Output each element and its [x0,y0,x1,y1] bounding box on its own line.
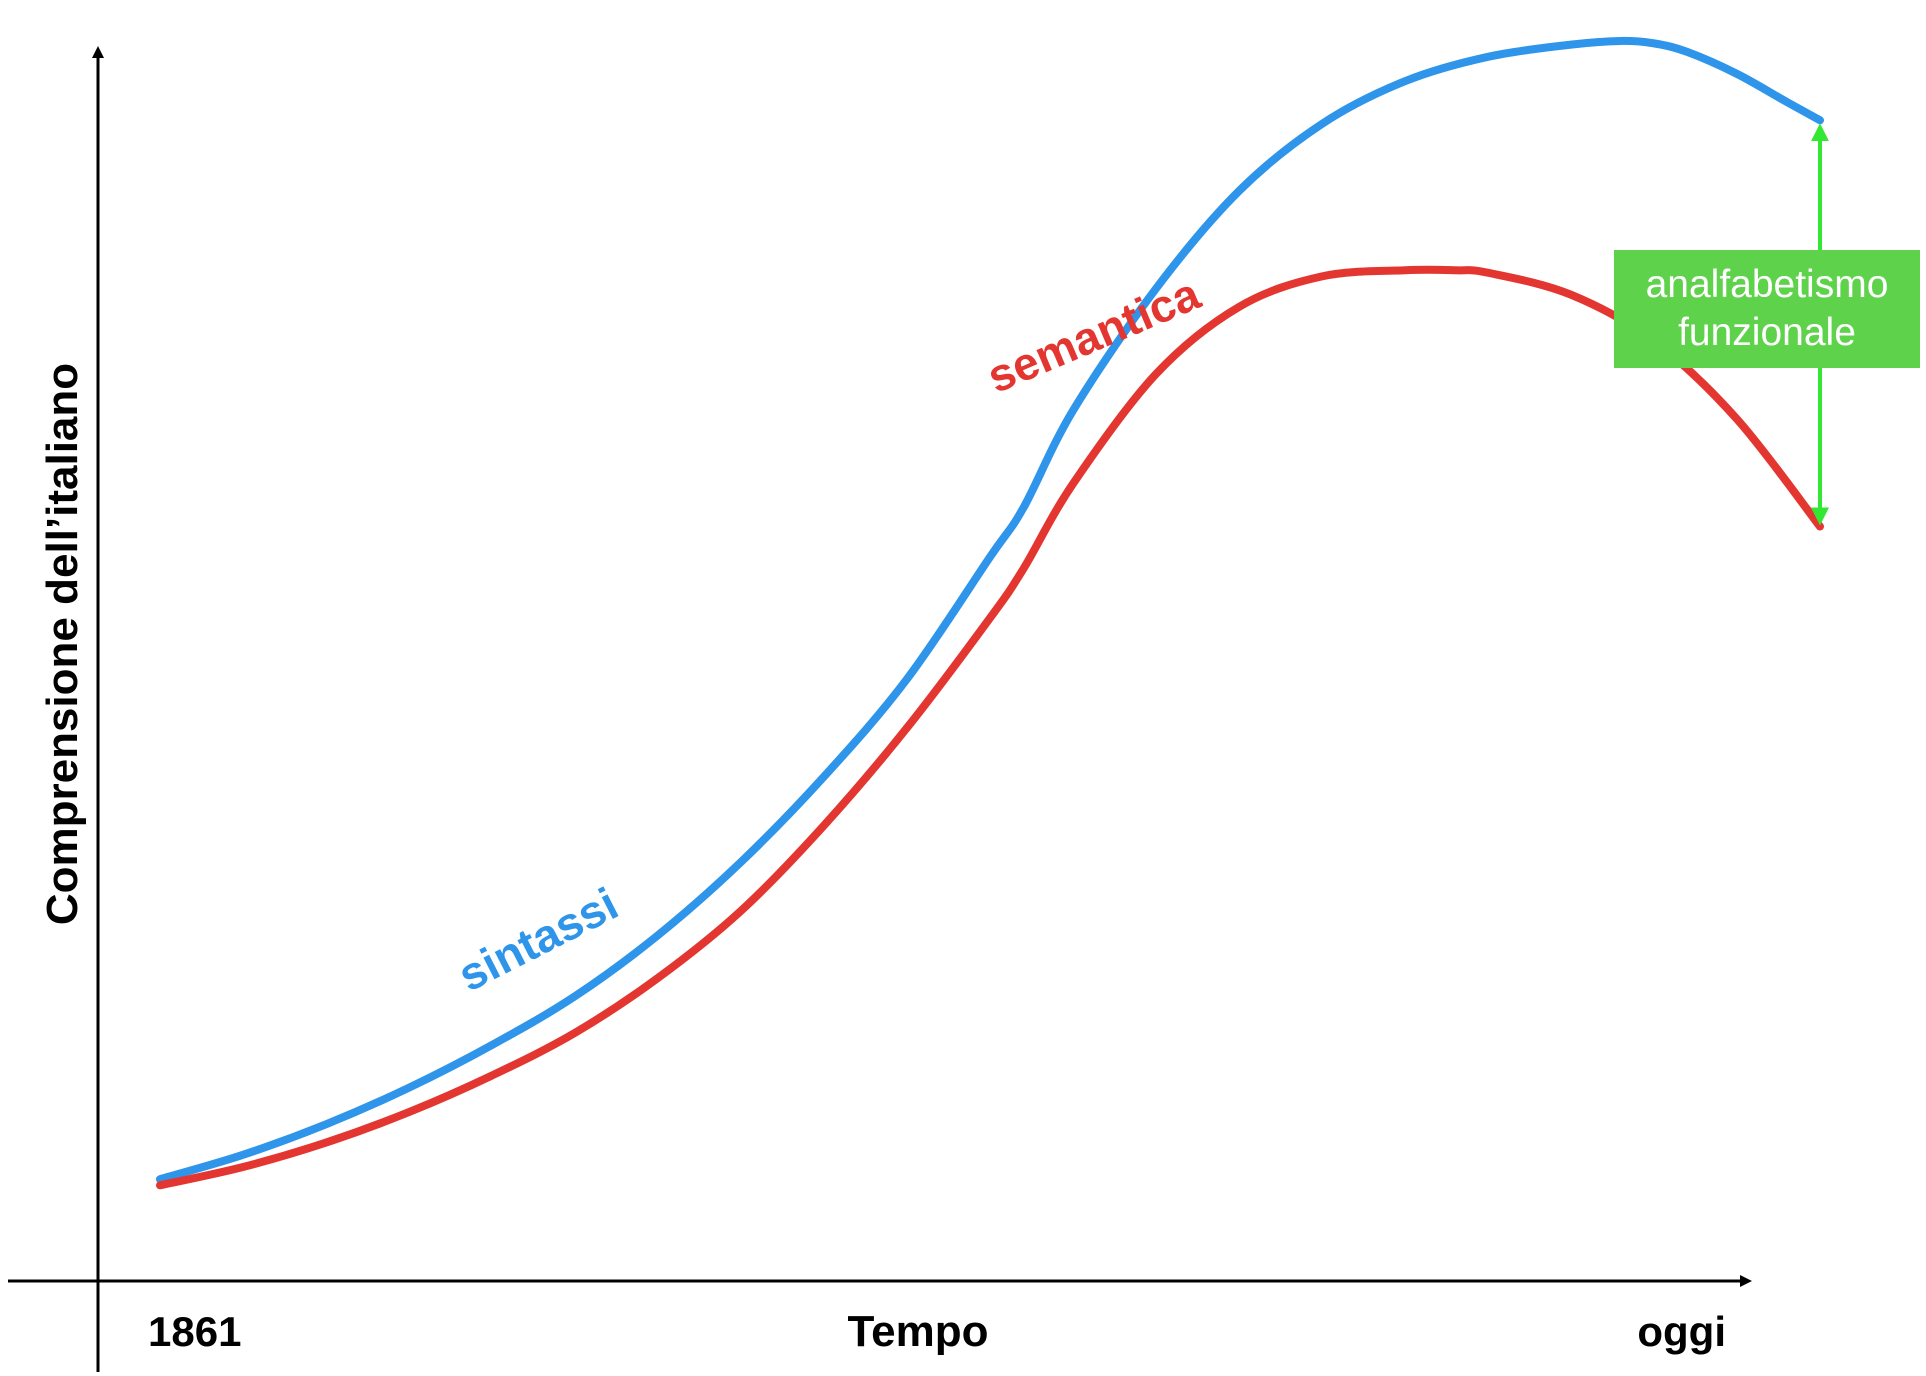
series-1-line-pass-1 [160,267,1824,1186]
annotation-box: analfabetismo funzionale [1614,250,1920,368]
series-0-line-pass-0 [156,41,1820,1183]
y-axis-title: Comprensione dell’italiano [38,363,87,925]
annotation-line-1: analfabetismo [1645,263,1889,307]
series-1-line-pass-2 [156,265,1824,1190]
x-axis-title: Tempo [848,1307,989,1356]
series-1-line-pass-0 [156,270,1820,1189]
series-0-line-pass-2 [156,36,1824,1184]
series-layer [156,36,1824,1190]
x-tick-start: 1861 [148,1308,241,1355]
x-tick-end: oggi [1637,1308,1726,1355]
annotation-line-2: funzionale [1678,311,1856,354]
